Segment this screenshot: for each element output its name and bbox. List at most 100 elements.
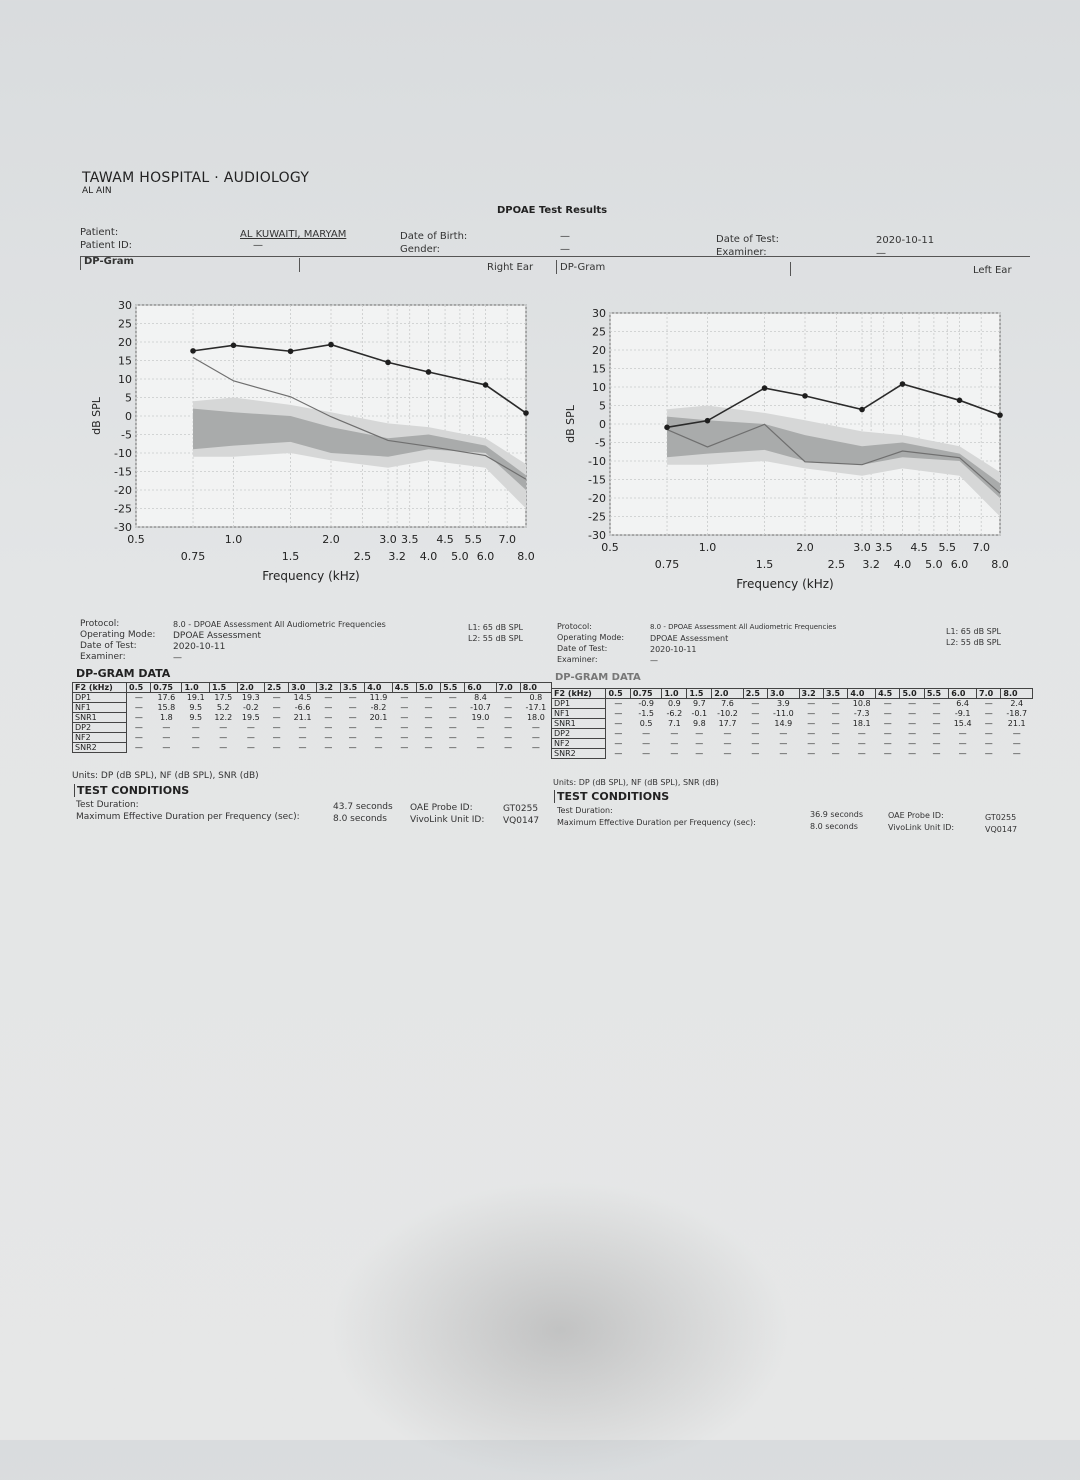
l-table-cell: — (614, 699, 623, 709)
report-page: TAWAM HOSPITAL · AUDIOLOGY AL AIN DPOAE … (71, 170, 1033, 1480)
r-table-cell: 19.0 (471, 713, 490, 722)
r-table-row-label: NF1 (71, 702, 128, 713)
r-chart-ylabel: dB SPL (90, 396, 103, 435)
r-table-cell: — (424, 723, 433, 732)
l-table-cell: — (831, 729, 840, 738)
l-chart-xtick-label: 1.5 (756, 558, 774, 571)
l-table-cell: — (642, 749, 651, 758)
r-table-cell: — (424, 743, 433, 752)
l-table-row: SNR1 — 0.5 7.1 9.8 17.7 — 14.9 — — 18.1 — — — 15.4 — 21.… (550, 718, 1033, 729)
r-table-cell: — (272, 743, 281, 752)
r-table-header-cell: 3.2 (315, 682, 342, 693)
r-table-cell: 5.2 (216, 703, 230, 712)
r-table-header-cell: 5.5 (440, 682, 466, 693)
r-table-cell: 17.5 (214, 693, 233, 703)
l-table-cell: — (984, 719, 993, 728)
l-table-cell: — (1012, 739, 1021, 748)
r-chart-xtick-label: 3.2 (388, 550, 406, 563)
r-table-header-row: F2 (kHz) 0.5 0.75 1.0 1.5 2.0 2.5 3.0 3.2 3.5 4.0 4… (71, 682, 553, 693)
r-chart-ytick-label: 10 (118, 373, 132, 386)
l-table-cell: — (908, 739, 917, 748)
l-table-cell: -0.1 (691, 709, 708, 718)
l-table-cell: 14.9 (774, 719, 793, 728)
l-chart-xtick-label: 1.0 (699, 541, 717, 554)
l-table-cell: — (908, 749, 917, 758)
r-chart-ytick-label: -25 (114, 503, 132, 516)
r-table-cell: 14.5 (293, 693, 312, 703)
l-examiner: — (650, 656, 658, 665)
r-chart-ytick-label: 30 (118, 299, 132, 312)
l-chart-ytick-label: -30 (588, 529, 606, 542)
l-table-header-cell: 8.0 (1000, 688, 1033, 699)
r-duration-label: Test Duration: (76, 800, 139, 810)
r-table-cell: 19.5 (241, 713, 260, 722)
r-table-cell: — (348, 733, 357, 742)
r-table-cell: — (246, 723, 255, 732)
r-unit: VQ0147 (503, 816, 540, 826)
l-table-cell: — (1012, 729, 1021, 738)
r-table-cell: — (448, 693, 457, 703)
r-table-cell: — (298, 733, 307, 742)
l-table-cell: -18.7 (1006, 709, 1028, 718)
l-chart-xtick-label: 0.5 (601, 541, 619, 554)
r-table-cell: — (400, 733, 409, 742)
l-table-row-label: SNR1 (550, 718, 607, 729)
l-chart-xlabel: Frequency (kHz) (736, 577, 833, 591)
l-table-cell: 3.9 (776, 699, 790, 709)
r-table-cell: 20.1 (369, 713, 388, 722)
l-table-cell: — (857, 739, 866, 748)
r-date: 2020-10-11 (173, 642, 226, 652)
l-chart-xtick-label: 3.0 (853, 541, 871, 554)
l-chart-ytick-label: -5 (595, 437, 606, 450)
r-table-cell: -0.2 (243, 703, 259, 712)
l-table-cell: — (751, 719, 760, 728)
r-chart-xtick-label: 5.5 (465, 533, 483, 546)
l-table-cell: — (958, 749, 967, 758)
l-chart-dp-point (761, 385, 768, 391)
r-table-cell: 11.9 (369, 693, 388, 703)
l-chart-ytick-label: 0 (599, 418, 606, 431)
l-table-cell: — (908, 729, 917, 738)
l-table-cell: — (984, 709, 993, 718)
r-chart-ytick-label: -10 (114, 447, 132, 460)
dpgram-label-left: DP-Gram (560, 262, 606, 273)
r-table-cell: -8.2 (370, 703, 387, 712)
l-table-cell: — (932, 749, 941, 758)
dpgram-chart-right: 30 25 20 15 10 5 0 -5 -10 -15 -20 -25 -30 dB SPL 0.5 1.… (90, 299, 535, 583)
l-chart-xtick-label: 3.5 (875, 541, 893, 554)
r-table-row: NF2 — — — — — — — — — — — — — — — — (71, 732, 552, 743)
r-chart-xtick-label: 0.5 (127, 533, 145, 546)
r-table-cell: — (400, 723, 409, 732)
l-table-header-cell: 0.75 (629, 688, 663, 699)
l-chart-ytick-label: -20 (588, 492, 606, 505)
r-units: Units: DP (dB SPL), NF (dB SPL), SNR (dB… (72, 771, 259, 781)
r-table-cell: 8.4 (474, 693, 487, 703)
r-conditions-title: TEST CONDITIONS (74, 784, 189, 797)
r-table-cell: 9.5 (189, 703, 203, 712)
date-label: Date of Test: (716, 234, 779, 245)
r-chart-dp-point (190, 348, 196, 354)
l-chart-dp-point (704, 417, 711, 424)
r-chart-dp-point (287, 348, 294, 355)
report-title: DPOAE Test Results (497, 205, 608, 216)
l-table-cell: — (958, 729, 967, 738)
r-table-cell: — (400, 713, 409, 722)
l-table-header-cell: 3.0 (767, 688, 800, 699)
r-table-cell: — (191, 733, 200, 742)
r-chart-dp-point (482, 382, 489, 388)
dpgram-label-right: DP-Gram (84, 256, 134, 267)
l-date-label: Date of Test: (557, 644, 608, 653)
l-chart-xtick-label: 2.0 (796, 541, 814, 554)
r-table-cell: — (531, 743, 540, 752)
r-chart-xtick-label: 3.5 (401, 533, 419, 546)
r-table-header-cell: 6.0 (464, 682, 497, 693)
r-table-cell: — (298, 743, 307, 752)
l-unit-label: VivoLink Unit ID: (888, 823, 955, 832)
r-protocol-label: Protocol: (80, 619, 120, 629)
r-table-header-cell: 5.0 (415, 682, 442, 693)
l-table-cell: 0.9 (667, 699, 681, 709)
r-table-cell: — (531, 723, 540, 732)
r-table-cell: — (162, 743, 171, 752)
r-table-cell: — (424, 703, 433, 712)
l-table-cell: — (807, 739, 816, 748)
